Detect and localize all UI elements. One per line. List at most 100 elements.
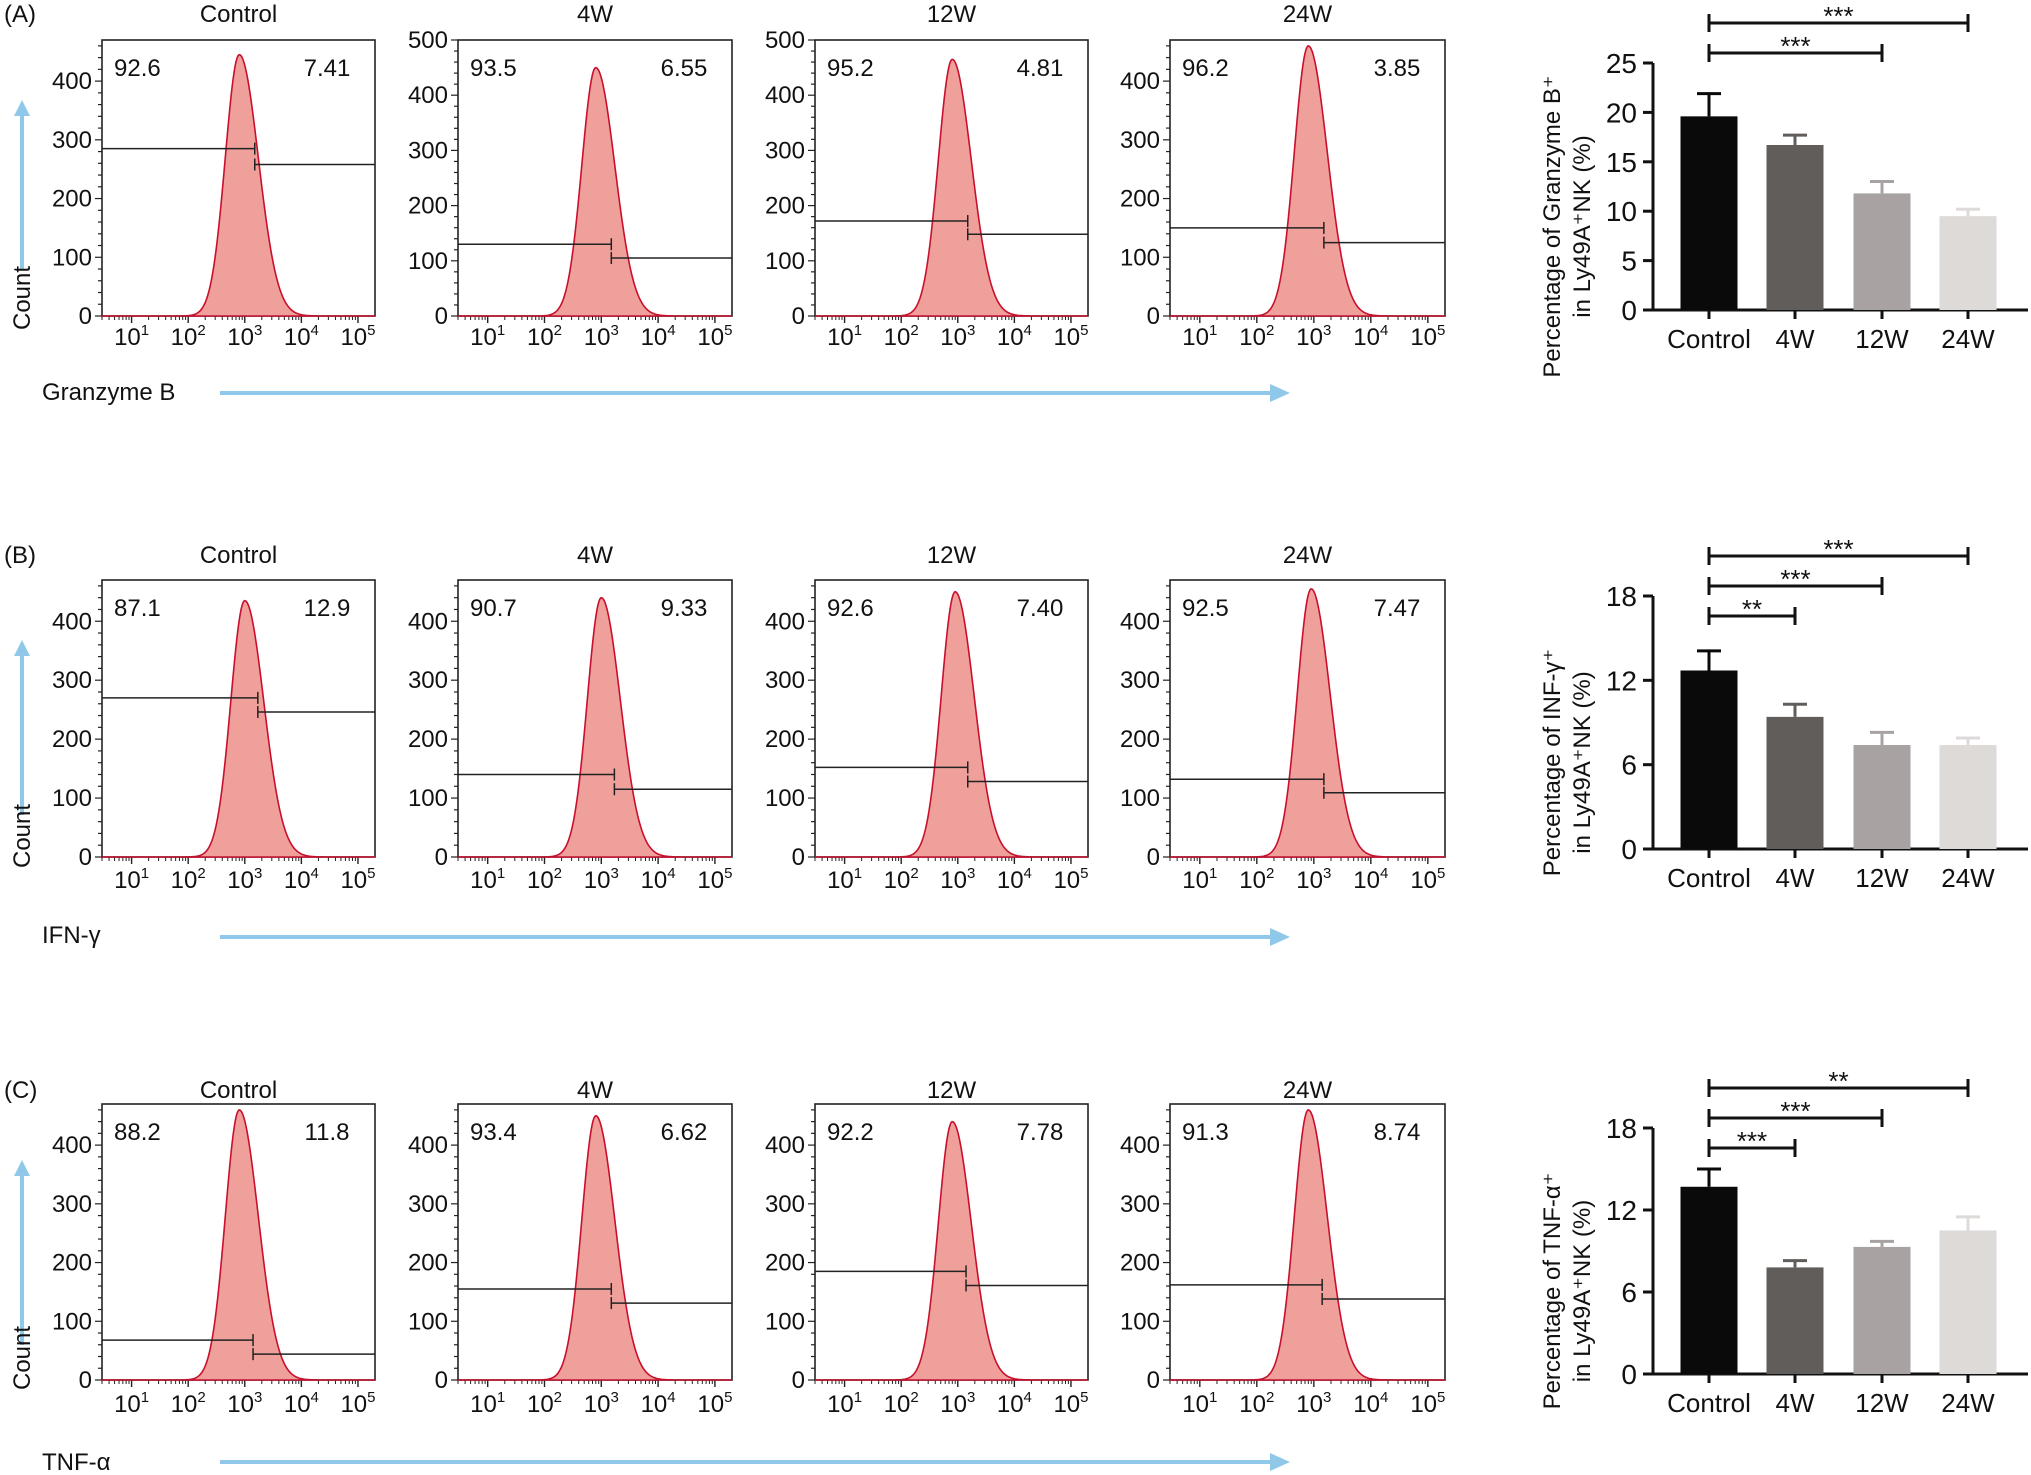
negative-percentage: 88.2: [114, 1119, 161, 1146]
x-tick-base: 10: [697, 324, 724, 351]
y-tick-label: 300: [52, 667, 92, 694]
panel-label: (A): [4, 1, 36, 28]
bar-24w: [1939, 216, 1997, 310]
x-tick-label: 104: [997, 322, 1032, 351]
x-tick-exponent: 1: [854, 322, 862, 339]
y-tick-label: 0: [435, 844, 448, 871]
x-tick-exponent: 5: [724, 1389, 732, 1406]
x-tick-base: 10: [284, 1391, 311, 1418]
x-tick-base: 10: [884, 1391, 911, 1418]
x-tick-label: 103: [1296, 865, 1331, 894]
y-tick-label: 400: [1120, 1132, 1160, 1159]
x-tick-label: 101: [827, 865, 862, 894]
x-tick-base: 10: [884, 324, 911, 351]
bar-y-tick-label: 0: [1621, 834, 1637, 865]
histogram-curve: [102, 1109, 375, 1381]
x-tick-base: 10: [1182, 324, 1209, 351]
x-tick-exponent: 3: [967, 1389, 975, 1406]
bar-y-axis-label: Percentage of Granzyme B⁺: [1539, 75, 1566, 377]
x-tick-label: 103: [584, 322, 619, 351]
y-tick-label: 100: [408, 1308, 448, 1335]
y-tick-label: 400: [765, 608, 805, 635]
count-arrow-head-icon: [14, 1160, 30, 1176]
histogram-title: 4W: [577, 1077, 613, 1104]
y-tick-label: 400: [52, 68, 92, 95]
y-tick-label: 300: [1120, 127, 1160, 154]
x-tick-exponent: 3: [610, 865, 618, 882]
bar-x-tick-label: 24W: [1941, 324, 1995, 354]
x-tick-base: 10: [340, 324, 367, 351]
x-tick-base: 10: [584, 867, 611, 894]
x-tick-exponent: 4: [667, 865, 675, 882]
y-tick-label: 400: [408, 82, 448, 109]
x-tick-base: 10: [227, 324, 254, 351]
negative-percentage: 96.2: [1182, 55, 1229, 82]
bar-control: [1680, 670, 1738, 849]
y-tick-label: 400: [408, 1132, 448, 1159]
bar-y-tick-label: 15: [1606, 147, 1637, 178]
bar-x-tick-label: Control: [1667, 863, 1751, 893]
x-tick-exponent: 2: [1266, 865, 1274, 882]
x-tick-base: 10: [641, 867, 668, 894]
histogram-curve: [102, 53, 375, 317]
x-tick-label: 104: [1353, 322, 1388, 351]
x-tick-base: 10: [1053, 867, 1080, 894]
y-tick-label: 300: [52, 127, 92, 154]
y-tick-label: 200: [52, 186, 92, 213]
x-tick-exponent: 1: [854, 865, 862, 882]
x-tick-base: 10: [1239, 867, 1266, 894]
negative-percentage: 92.6: [114, 55, 161, 82]
x-tick-label: 105: [697, 865, 732, 894]
y-tick-label: 400: [1120, 68, 1160, 95]
histogram-curve: [1170, 588, 1445, 858]
positive-percentage: 6.62: [661, 1119, 708, 1146]
x-tick-exponent: 4: [311, 865, 319, 882]
negative-percentage: 87.1: [114, 595, 161, 622]
x-tick-exponent: 3: [610, 1389, 618, 1406]
bar-x-tick-label: Control: [1667, 324, 1751, 354]
bar-y-tick-label: 25: [1606, 48, 1637, 79]
histogram-title: Control: [200, 1, 277, 28]
x-tick-exponent: 3: [254, 322, 262, 339]
bar-y-tick-label: 20: [1606, 97, 1637, 128]
x-tick-base: 10: [1410, 1391, 1437, 1418]
positive-percentage: 7.41: [304, 55, 351, 82]
x-tick-exponent: 3: [254, 865, 262, 882]
y-tick-label: 100: [408, 785, 448, 812]
x-tick-label: 103: [940, 1389, 975, 1418]
x-tick-exponent: 1: [141, 865, 149, 882]
x-tick-exponent: 4: [1380, 1389, 1388, 1406]
y-tick-label: 0: [79, 1367, 92, 1394]
x-tick-label: 104: [1353, 1389, 1388, 1418]
x-tick-exponent: 2: [197, 1389, 205, 1406]
x-tick-base: 10: [641, 1391, 668, 1418]
x-tick-exponent: 2: [554, 865, 562, 882]
x-tick-base: 10: [697, 1391, 724, 1418]
y-tick-label: 200: [52, 1250, 92, 1277]
x-tick-base: 10: [1053, 1391, 1080, 1418]
negative-percentage: 91.3: [1182, 1119, 1229, 1146]
x-tick-base: 10: [227, 867, 254, 894]
histogram-title: 4W: [577, 1, 613, 28]
y-tick-label: 100: [52, 785, 92, 812]
x-tick-base: 10: [227, 1391, 254, 1418]
x-tick-label: 105: [1410, 1389, 1445, 1418]
y-tick-label: 400: [408, 608, 448, 635]
x-tick-label: 105: [340, 322, 375, 351]
bar-y-tick-label: 0: [1621, 295, 1637, 326]
x-tick-exponent: 1: [141, 322, 149, 339]
x-tick-base: 10: [114, 324, 141, 351]
x-tick-label: 102: [884, 865, 919, 894]
y-tick-label: 200: [765, 1250, 805, 1277]
x-tick-base: 10: [470, 324, 497, 351]
x-tick-base: 10: [584, 1391, 611, 1418]
bar-x-tick-label: 12W: [1855, 1388, 1909, 1418]
x-tick-exponent: 3: [254, 1389, 262, 1406]
x-tick-label: 105: [1053, 1389, 1088, 1418]
significance-label: **: [1828, 1066, 1848, 1096]
bar-12w: [1853, 193, 1911, 310]
x-tick-base: 10: [584, 324, 611, 351]
